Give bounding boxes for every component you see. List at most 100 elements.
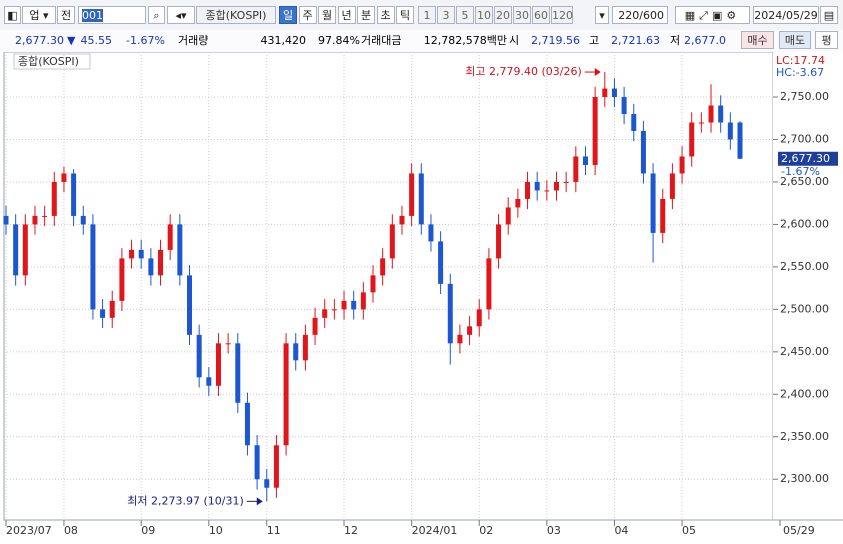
date[interactable]: 2024/05/29 [753,6,819,24]
last-rate: -1.67% [781,165,820,178]
candle-body [302,334,308,361]
candle-body [428,224,434,242]
y-tick-label: 2,500.00 [780,302,829,315]
annotation: 최저 2,273.97 (10/31) [127,494,244,507]
candle-body [22,224,28,276]
candle-body [621,97,627,115]
menu-icon[interactable]: ◧ [4,6,21,24]
candle-body [525,181,531,199]
candle-body [215,343,221,386]
toolbar-button[interactable]: 30 [513,6,531,24]
volume-label: 거래량 [178,34,209,47]
candle-body [360,292,366,310]
tool-icons[interactable]: ▦⤢▣⚙ [675,6,750,24]
candle-body [331,309,337,311]
low-label: 저 [670,34,681,47]
sound-icon[interactable]: ◂▾ [167,6,195,24]
candle-body [283,343,289,446]
candle-body [718,105,724,123]
candle-body [457,334,463,344]
toolbar-button[interactable]: 20 [494,6,512,24]
candle-body [640,130,646,174]
eval-button[interactable]: 평 [815,31,838,49]
stock-name: 종합(KOSPI) [196,6,276,24]
candle-body [264,479,270,488]
candle-body [660,198,666,233]
toolbar-button[interactable]: 분 [357,6,375,24]
candle-body [737,122,743,159]
toolbar-button[interactable]: 일 [279,6,297,24]
toolbar-button[interactable]: 10 [475,6,493,24]
candle-body [341,300,347,310]
toolbar-button[interactable]: 60 [532,6,550,24]
candle-body [389,224,395,259]
code: 001 [82,9,103,22]
toolbar-button[interactable]: 주 [298,6,317,24]
sell-button[interactable]: 매도 [779,31,811,49]
calendar-icon[interactable]: ▤ [820,6,838,24]
toolbar-button[interactable]: 월 [318,6,336,24]
candle-body [312,317,318,335]
price: 2,677.30 [15,34,64,47]
change: 45.55 [80,34,113,47]
buy-button[interactable]: 매수 [741,31,774,49]
y-tick-label: 2,650.00 [780,175,829,188]
toolbar-button[interactable]: 년 [337,6,356,24]
toolbar-button[interactable]: 3 [437,6,455,24]
rate: -1.67% [126,34,165,47]
last-price-box [778,151,838,166]
candle-body [61,173,67,182]
candle-body [573,156,579,182]
toolbar-button[interactable]: 초 [376,6,395,24]
candle-body [399,215,405,225]
candle-body [196,334,202,378]
toolbar-button[interactable]: 120 [551,6,573,24]
toolbar-button[interactable]: 5 [456,6,474,24]
candle-body [370,275,376,293]
count[interactable]: 220/600 [612,6,668,24]
annotation-arrowhead [256,497,263,506]
y-tick-label: 2,600.00 [780,217,829,230]
x-tick-label: 10 [209,524,223,537]
candle-body [554,181,559,191]
volume: 431,420 [260,34,307,47]
candle-body [206,377,212,386]
title-box [13,53,91,70]
market-select[interactable]: 업 ▾ [22,6,56,24]
candle-body [42,215,48,217]
candle-body [90,224,96,310]
y-tick-label: 2,300.00 [780,472,829,485]
candle-body [273,445,279,488]
candle-body [138,249,144,259]
x-tick-label: 08 [64,524,78,537]
candle-body [129,249,135,259]
plot-frame [3,52,774,521]
candle-body [476,309,482,327]
x-tick-label: 02 [479,524,493,537]
candle-body [544,190,550,192]
candle-body [177,224,183,276]
y-tick-label: 2,700.00 [780,132,829,145]
candle-body [225,343,231,345]
high-label: 고 [589,34,600,47]
toolbar-button[interactable]: 틱 [396,6,414,24]
candle-body [293,343,299,361]
candle-body [708,105,714,123]
candle-body [119,258,125,301]
candle-body [3,215,9,225]
search-icon[interactable]: ⌕ [148,6,165,24]
prev-button[interactable]: 전 [57,6,75,24]
candle-body [669,173,675,199]
annotation-arrowhead [594,68,601,77]
volume-rate: 97.84% [318,34,360,47]
candle-body [71,173,77,216]
candle-body [32,215,38,225]
candle-body [534,181,540,191]
candle-body [679,156,685,174]
dropdown[interactable]: ▾ [595,6,609,24]
candle-body [109,300,115,318]
open: 2,719.56 [531,34,580,47]
code-input[interactable]: 001 [78,6,146,24]
toolbar-button[interactable]: 1 [418,6,436,24]
candle-body [244,402,250,446]
